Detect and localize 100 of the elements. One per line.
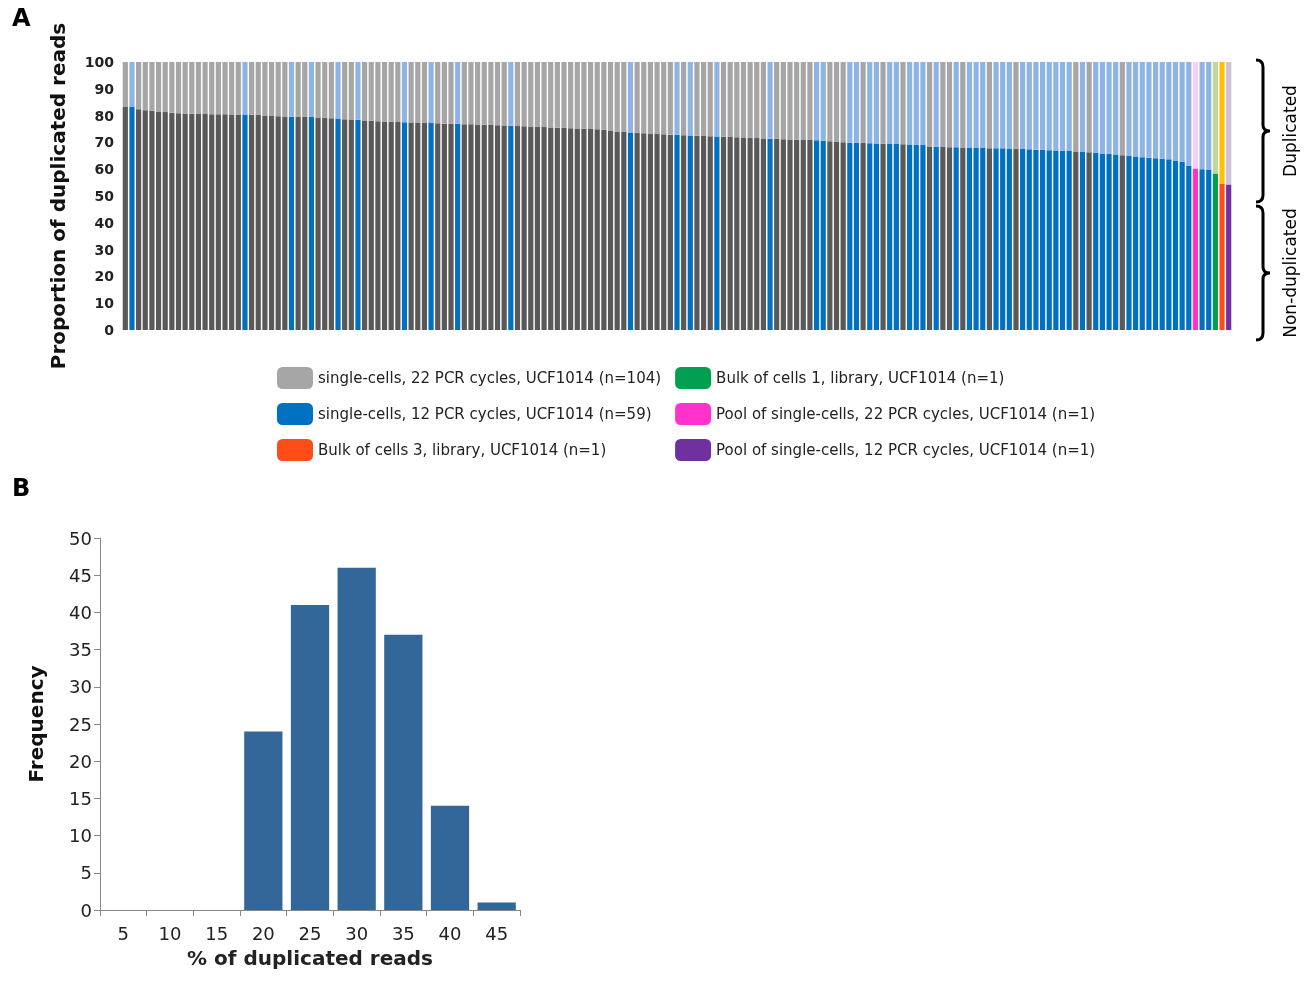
bar xyxy=(1226,184,1232,330)
bar xyxy=(813,140,820,330)
bar xyxy=(1226,62,1232,185)
bar xyxy=(867,143,873,330)
x-tick-label: 45 xyxy=(485,922,509,944)
bar xyxy=(627,62,634,133)
x-tick-label: 15 xyxy=(205,922,229,944)
y-tick-label: 5 xyxy=(80,862,92,884)
bar xyxy=(175,113,182,330)
bar xyxy=(681,62,687,136)
bar xyxy=(501,125,507,330)
bar xyxy=(355,62,361,120)
bar xyxy=(335,118,341,330)
x-tick-label: 30 xyxy=(345,922,369,944)
bar xyxy=(355,119,361,330)
bar xyxy=(129,62,135,108)
y-tick-label: 35 xyxy=(69,639,92,661)
bar xyxy=(986,148,992,330)
bar xyxy=(455,123,461,330)
bar xyxy=(384,634,423,910)
x-tick-label: 10 xyxy=(158,922,182,944)
legend-label: Bulk of cells 3, library, UCF1014 (n=1) xyxy=(318,441,607,459)
bar xyxy=(1059,62,1066,151)
bar xyxy=(853,62,860,143)
bar xyxy=(136,109,142,330)
bar xyxy=(1093,62,1099,153)
bar xyxy=(477,902,516,910)
bar xyxy=(907,144,913,330)
y-tick-label: 20 xyxy=(94,268,115,285)
text: Non-duplicated xyxy=(1280,208,1300,338)
bar xyxy=(494,125,501,330)
bar xyxy=(840,142,846,330)
bar xyxy=(1192,62,1199,169)
bar xyxy=(1172,160,1179,330)
bar xyxy=(435,62,441,124)
bar xyxy=(681,135,687,330)
bar xyxy=(887,62,893,145)
bar xyxy=(381,121,388,330)
bar xyxy=(1013,62,1019,149)
x-tick-label: 20 xyxy=(251,922,275,944)
bar xyxy=(1086,152,1092,330)
bar xyxy=(760,138,766,330)
bar xyxy=(1219,62,1225,184)
bar xyxy=(900,62,906,145)
bar xyxy=(740,62,747,138)
bar xyxy=(813,62,820,141)
bar xyxy=(308,62,315,117)
bar xyxy=(774,62,780,139)
y-tick-label: 50 xyxy=(69,527,92,549)
bar xyxy=(122,107,128,330)
y-tick-label: 25 xyxy=(69,713,92,735)
bar xyxy=(867,62,873,144)
bar xyxy=(428,123,434,330)
x-tick-label: 35 xyxy=(391,922,415,944)
x-tick-label: 25 xyxy=(298,922,322,944)
bar xyxy=(953,147,959,330)
chart-title: B xyxy=(12,474,31,502)
bar xyxy=(381,62,388,122)
bar xyxy=(1119,155,1125,330)
bar xyxy=(827,62,833,142)
y-tick-label: 80 xyxy=(94,107,115,124)
bar xyxy=(1079,152,1086,330)
bar xyxy=(767,138,773,330)
bar xyxy=(853,142,860,330)
bar xyxy=(760,62,766,139)
bar xyxy=(421,62,428,123)
bar xyxy=(494,62,501,126)
bar xyxy=(820,140,826,330)
bar xyxy=(767,62,773,139)
y-tick-label: 0 xyxy=(104,322,115,338)
bar xyxy=(1020,62,1026,150)
bar xyxy=(1212,173,1218,330)
bar xyxy=(348,119,354,330)
bar xyxy=(514,62,521,127)
bar xyxy=(1212,62,1218,174)
bar xyxy=(893,62,899,145)
bar xyxy=(860,142,866,330)
bar xyxy=(880,143,886,330)
y-tick-label: 70 xyxy=(94,134,115,151)
bar xyxy=(435,123,441,330)
y-tick-label: 10 xyxy=(94,295,115,312)
bar xyxy=(455,62,461,124)
bar xyxy=(900,144,906,330)
bar xyxy=(1006,62,1012,149)
y-tick-label: 60 xyxy=(94,161,115,178)
bar xyxy=(926,62,933,147)
bar xyxy=(175,62,182,114)
bar xyxy=(707,62,713,137)
bar xyxy=(714,136,720,330)
legend-label: single-cells, 22 PCR cycles, UCF1014 (n=104) xyxy=(318,369,662,387)
bar xyxy=(290,604,330,910)
bar xyxy=(1119,62,1125,156)
bar xyxy=(348,62,354,120)
bar xyxy=(328,118,334,330)
y-tick-label: 45 xyxy=(69,564,92,586)
bar xyxy=(607,62,614,131)
bar xyxy=(268,62,275,116)
bar xyxy=(249,114,255,330)
bar xyxy=(1219,183,1225,330)
bar xyxy=(1006,148,1012,330)
